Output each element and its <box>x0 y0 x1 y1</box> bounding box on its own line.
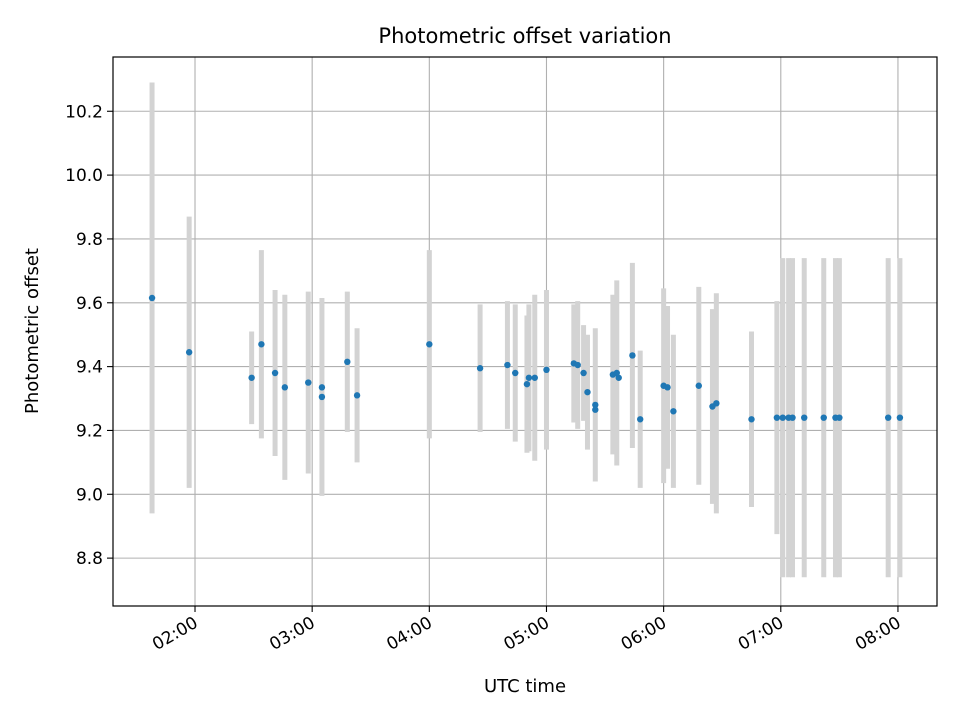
data-point <box>584 388 591 396</box>
x-axis-label: UTC time <box>484 676 566 697</box>
data-point <box>637 416 644 423</box>
data-point <box>670 408 677 415</box>
plot-frame <box>112 56 938 607</box>
x-tick-label: 04:00 <box>383 613 435 655</box>
data-point <box>543 366 550 374</box>
y-tick-label: 10.2 <box>65 102 103 122</box>
y-tick-label: 9.2 <box>76 421 103 441</box>
y-tick-label: 9.6 <box>76 294 103 314</box>
y-tick-label: 10.0 <box>65 166 103 186</box>
chart-title: Photometric offset variation <box>378 24 671 48</box>
data-point <box>836 414 843 421</box>
data-point <box>615 374 622 381</box>
data-point <box>305 379 312 386</box>
data-point <box>318 384 326 391</box>
data-point <box>789 414 796 421</box>
data-point <box>695 382 702 389</box>
data-point <box>248 374 255 381</box>
data-point <box>523 380 531 388</box>
x-tick-label: 06:00 <box>618 613 670 655</box>
y-tick-label: 9.8 <box>76 230 103 250</box>
x-tick-label: 07:00 <box>735 613 787 655</box>
data-point <box>896 414 904 421</box>
data-point <box>664 384 671 391</box>
data-point <box>353 392 361 399</box>
y-tick-label: 9.4 <box>76 358 103 378</box>
data-point <box>512 369 519 377</box>
x-tick-label: 02:00 <box>149 613 201 655</box>
data-point <box>779 414 786 421</box>
data-point <box>801 414 808 421</box>
data-point <box>629 352 636 359</box>
y-axis: 8.8 9.0 9.2 9.4 9.6 9.8 10.0 10.2 <box>65 102 113 569</box>
y-axis-label: Photometric offset <box>22 248 43 414</box>
point-layer <box>148 294 904 423</box>
data-point <box>713 400 720 407</box>
data-point <box>185 349 193 356</box>
errorbar-layer <box>149 82 903 578</box>
data-point <box>318 393 326 401</box>
data-point <box>613 369 620 377</box>
data-point <box>344 358 351 366</box>
data-point <box>476 365 484 372</box>
y-tick-label: 8.8 <box>76 549 103 569</box>
data-point <box>531 374 538 381</box>
data-point <box>281 384 289 391</box>
data-point <box>592 406 599 413</box>
data-point <box>574 361 581 369</box>
data-point <box>773 414 781 421</box>
data-point <box>258 341 265 348</box>
x-tick-label: 05:00 <box>501 613 553 655</box>
y-tick-label: 9.0 <box>76 485 103 505</box>
data-point <box>271 369 279 377</box>
data-point <box>884 414 892 421</box>
data-point <box>426 341 433 348</box>
x-tick-label: 08:00 <box>852 613 904 655</box>
x-axis: 02:00 03:00 04:00 05:00 06:00 07:00 08:00 <box>149 606 904 655</box>
data-point <box>148 294 156 302</box>
data-point <box>580 369 587 377</box>
data-point <box>525 374 533 381</box>
data-point <box>592 401 599 409</box>
data-point <box>820 414 827 421</box>
data-point <box>748 416 755 423</box>
data-point <box>504 361 511 369</box>
x-tick-label: 03:00 <box>266 613 318 655</box>
